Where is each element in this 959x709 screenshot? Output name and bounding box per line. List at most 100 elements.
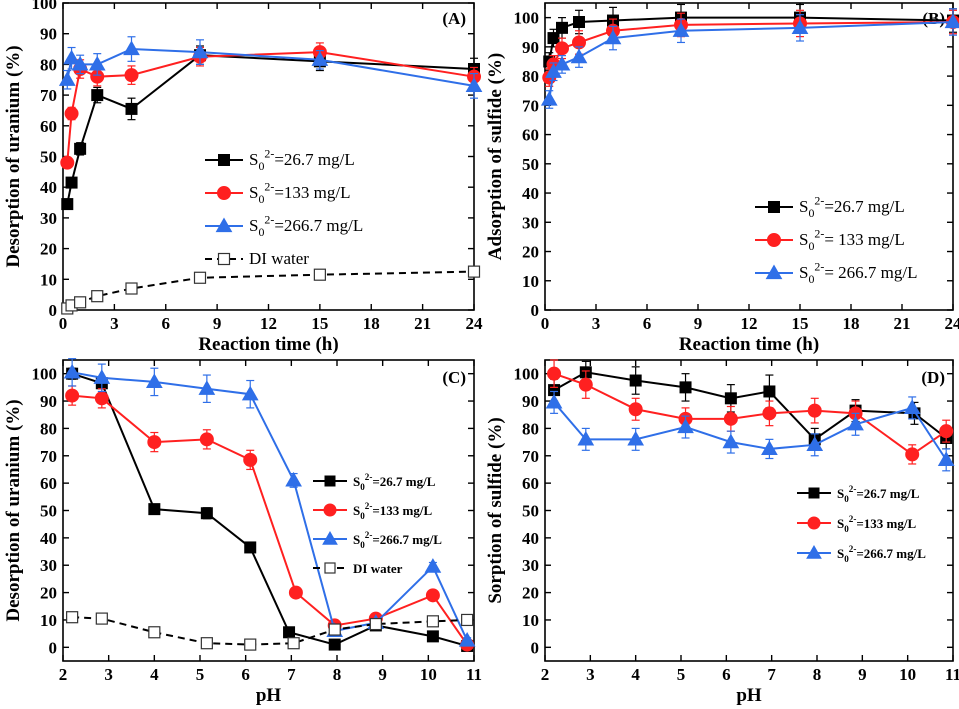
legend-label: S02-= 133 mg/L bbox=[799, 226, 905, 253]
data-point bbox=[723, 411, 738, 426]
data-point bbox=[806, 436, 824, 451]
x-tick-label: 10 bbox=[899, 665, 916, 684]
panel-d: 2 3 4 5 6 7 8 9 10 11 0 10 20 30 40 50 60 70 80 90 100 pH Sorp… bbox=[485, 359, 959, 706]
y-tick-label: 60 bbox=[40, 117, 57, 136]
legend: S02-=26.7 mg/L S02-=133 mg/L S02-=266.7 mg… bbox=[313, 472, 442, 576]
data-point bbox=[125, 102, 138, 115]
panel-label: (B) bbox=[922, 9, 945, 28]
y-tick-label: 50 bbox=[522, 502, 539, 521]
x-tick-label: 24 bbox=[945, 314, 959, 333]
legend-label: S02-=26.7 mg/L bbox=[249, 146, 355, 173]
y-tick-label: 60 bbox=[522, 474, 539, 493]
series-line bbox=[71, 372, 468, 647]
data-point bbox=[199, 432, 214, 447]
legend-marker bbox=[324, 562, 336, 574]
series-line bbox=[553, 371, 947, 441]
x-tick-label: 2 bbox=[541, 665, 550, 684]
data-point bbox=[573, 16, 585, 29]
legend-marker bbox=[806, 544, 822, 559]
y-tick-label: 20 bbox=[40, 584, 57, 603]
y-tick-label: 100 bbox=[32, 365, 58, 384]
series-line bbox=[72, 394, 468, 646]
x-tick-label: 18 bbox=[363, 314, 380, 333]
y-tick-label: 10 bbox=[40, 270, 57, 289]
y-tick-label: 60 bbox=[522, 126, 539, 145]
data-point bbox=[243, 452, 258, 467]
y-tick-label: 90 bbox=[40, 392, 57, 411]
x-tick-label: 3 bbox=[586, 665, 595, 684]
data-point bbox=[905, 447, 920, 462]
data-point bbox=[672, 22, 690, 37]
data-point bbox=[467, 265, 481, 278]
x-axis-title: Reaction time (h) bbox=[198, 334, 338, 355]
y-tick-label: 70 bbox=[522, 447, 539, 466]
panel-b: 0 3 6 9 12 15 18 21 24 0 10 20 30 40 50 60 70 80 90 100 Reac… bbox=[485, 2, 959, 355]
data-point bbox=[545, 63, 562, 78]
legend-marker bbox=[324, 475, 336, 487]
series-line bbox=[66, 51, 475, 163]
y-tick-label: 90 bbox=[522, 38, 539, 57]
data-point bbox=[540, 90, 558, 106]
legend-marker bbox=[323, 503, 337, 517]
data-point bbox=[426, 615, 439, 628]
legend-marker bbox=[807, 516, 821, 530]
data-point bbox=[461, 613, 474, 627]
data-point bbox=[627, 430, 645, 446]
y-tick-label: 100 bbox=[32, 0, 58, 13]
y-tick-label: 80 bbox=[522, 67, 539, 86]
x-tick-label: 12 bbox=[741, 314, 758, 333]
x-tick-label: 6 bbox=[722, 665, 731, 684]
data-point bbox=[547, 32, 560, 45]
data-point bbox=[287, 637, 300, 650]
y-tick-label: 40 bbox=[522, 184, 539, 203]
data-point bbox=[65, 388, 80, 403]
y-tick-label: 100 bbox=[514, 365, 540, 384]
data-point bbox=[722, 433, 740, 449]
data-point bbox=[545, 393, 563, 409]
x-tick-label: 15 bbox=[311, 314, 328, 333]
data-point bbox=[58, 71, 76, 86]
data-point bbox=[807, 403, 822, 418]
x-tick-label: 5 bbox=[196, 665, 205, 684]
data-point bbox=[244, 638, 257, 651]
data-point bbox=[604, 29, 622, 45]
data-point bbox=[65, 176, 78, 189]
data-point bbox=[629, 374, 642, 387]
series-3 bbox=[545, 390, 955, 472]
panel-label: (D) bbox=[921, 368, 945, 387]
legend-marker bbox=[217, 186, 231, 200]
data-point bbox=[244, 541, 257, 554]
data-point bbox=[762, 406, 777, 421]
x-tick-label: 4 bbox=[631, 665, 640, 684]
panel-label: (A) bbox=[442, 9, 466, 28]
series-3 bbox=[58, 36, 483, 99]
legend-label: S02-=266.7 mg/L bbox=[249, 212, 363, 239]
data-point bbox=[724, 392, 737, 405]
y-tick-label: 30 bbox=[522, 556, 539, 575]
data-point bbox=[944, 13, 959, 29]
data-point bbox=[61, 198, 74, 211]
y-tick-label: 50 bbox=[522, 155, 539, 174]
y-tick-label: 70 bbox=[40, 86, 57, 105]
data-point bbox=[425, 588, 440, 603]
data-point bbox=[88, 55, 106, 71]
data-point bbox=[63, 363, 81, 379]
legend-marker bbox=[215, 217, 233, 233]
data-point bbox=[763, 385, 776, 398]
x-tick-label: 18 bbox=[843, 314, 860, 333]
data-point bbox=[74, 296, 87, 309]
y-tick-label: 0 bbox=[531, 638, 540, 657]
data-point bbox=[241, 385, 259, 401]
y-tick-label: 40 bbox=[40, 529, 57, 548]
data-point bbox=[556, 21, 568, 34]
legend: S02-=26.7 mg/L S02-= 133 mg/L S02-= 266.7 … bbox=[755, 193, 918, 286]
y-tick-label: 80 bbox=[40, 419, 57, 438]
legend-marker bbox=[768, 201, 780, 213]
data-point bbox=[74, 142, 87, 155]
x-tick-label: 15 bbox=[792, 314, 809, 333]
data-point bbox=[791, 19, 809, 34]
data-point bbox=[903, 399, 921, 415]
series-4 bbox=[66, 611, 474, 651]
series-3 bbox=[540, 8, 959, 109]
y-tick-label: 100 bbox=[514, 9, 540, 28]
